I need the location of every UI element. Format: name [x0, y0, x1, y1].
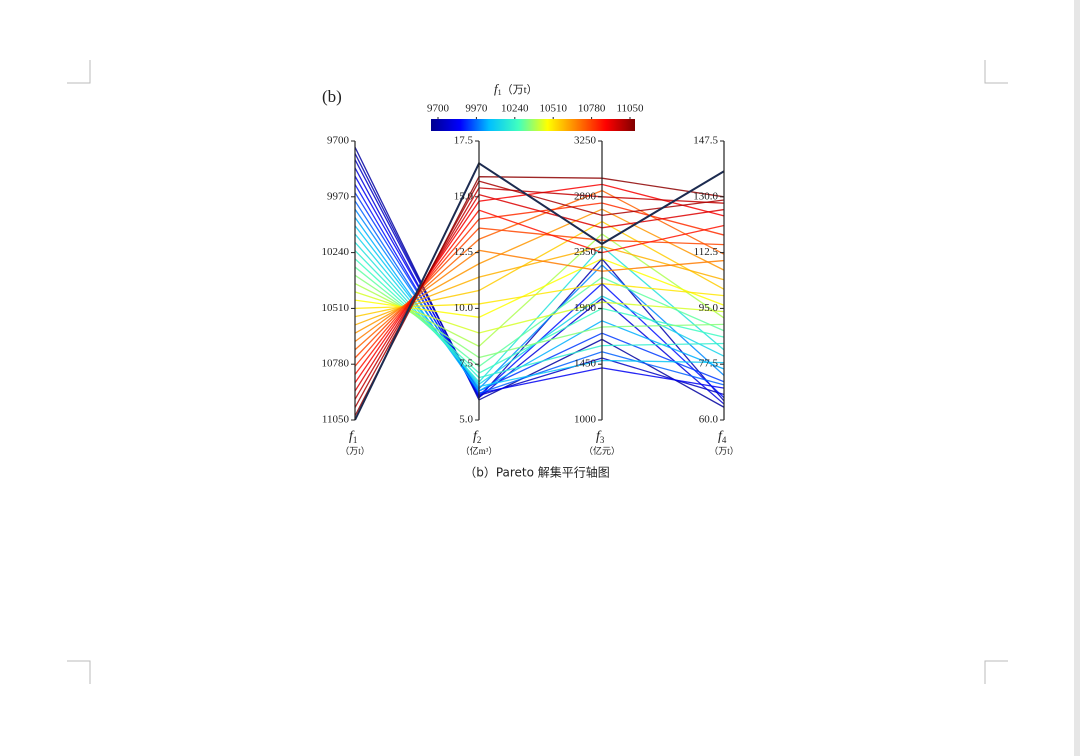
axis-label: f3: [596, 429, 605, 445]
colorbar: [431, 119, 635, 131]
tick-label: 1900: [574, 302, 597, 314]
solution-line: [354, 209, 725, 375]
caption: （b）Pareto 解集平行轴图: [464, 465, 610, 480]
tick-label: 10510: [322, 302, 350, 314]
axis-subscript: 3: [600, 435, 605, 445]
axis-unit: （亿m³）: [461, 445, 498, 456]
solution-line: [354, 282, 725, 310]
tick-label: 130.0: [693, 190, 718, 202]
solution-line: [354, 291, 725, 334]
scrollbar: [1074, 0, 1080, 756]
tick-label: 9970: [327, 190, 350, 202]
colorbar-subscript: 1: [498, 88, 502, 97]
axis-symbol: f: [473, 429, 479, 444]
tick-label: 3250: [574, 135, 597, 147]
tick-label: 147.5: [693, 135, 718, 147]
tick-label: 12.5: [454, 246, 474, 258]
solution-line: [354, 176, 725, 417]
solution-line: [354, 175, 725, 394]
panel-label: (b): [322, 87, 342, 106]
axis-subscript: 2: [477, 435, 482, 445]
solution-line: [354, 161, 725, 421]
axis-unit: （万t）: [709, 446, 739, 456]
solution-line: [354, 233, 725, 348]
corner-mark: [984, 60, 1008, 84]
axis-label: f2: [473, 429, 481, 445]
colorbar-tick-label: 9700: [427, 103, 450, 115]
axis-unit: （万t）: [340, 446, 370, 456]
solution-line: [354, 153, 725, 402]
axis-label: f1: [349, 429, 357, 445]
tick-label: 10780: [322, 358, 350, 370]
axis-subscript: 4: [722, 435, 727, 445]
axis-subscript: 1: [353, 435, 358, 445]
axis-symbol: f: [349, 429, 355, 444]
solution-line: [354, 227, 725, 359]
colorbar-title: f1（万t）: [494, 81, 538, 97]
tick-label: 112.5: [694, 246, 719, 258]
solution-line: [354, 159, 725, 397]
tick-label: 1450: [574, 358, 597, 370]
solution-line: [354, 220, 725, 318]
axis-symbol: f: [718, 429, 724, 444]
solution-line: [354, 245, 725, 326]
solution-line: [354, 250, 725, 379]
lines: [354, 146, 725, 421]
solution-line: [354, 167, 725, 405]
tick-label: 7.5: [459, 358, 473, 370]
tick-label: 11050: [322, 414, 350, 426]
tick-label: 15.0: [454, 190, 474, 202]
axis-label: f4: [718, 429, 727, 445]
corner-mark: [67, 60, 91, 84]
tick-label: 1000: [574, 414, 597, 426]
colorbar-symbol: f: [494, 81, 500, 96]
tick-label: 10.0: [454, 302, 474, 314]
colorbar-tick-label: 10240: [501, 103, 529, 115]
tick-label: 2350: [574, 246, 597, 258]
colorbar-tick-label: 9970: [465, 103, 488, 115]
tick-label: 77.5: [699, 358, 719, 370]
colorbar-tick-label: 10780: [578, 103, 606, 115]
colorbar-unit: （万t）: [502, 83, 538, 96]
tick-label: 60.0: [699, 414, 719, 426]
tick-label: 10240: [322, 246, 350, 258]
solution-line: [354, 146, 725, 408]
solution-line: [354, 274, 725, 359]
tick-label: 95.0: [699, 302, 719, 314]
axis-unit: （亿元）: [584, 445, 620, 456]
axis-symbol: f: [596, 429, 602, 444]
tick-label: 9700: [327, 135, 350, 147]
corner-mark: [984, 660, 1008, 684]
tick-label: 17.5: [454, 135, 474, 147]
corner-mark: [67, 660, 91, 684]
colorbar-tick-label: 10510: [539, 103, 567, 115]
tick-label: 5.0: [459, 414, 473, 426]
solution-line: [354, 258, 725, 318]
colorbar-tick-label: 11050: [616, 103, 644, 115]
tick-label: 2800: [574, 190, 597, 202]
